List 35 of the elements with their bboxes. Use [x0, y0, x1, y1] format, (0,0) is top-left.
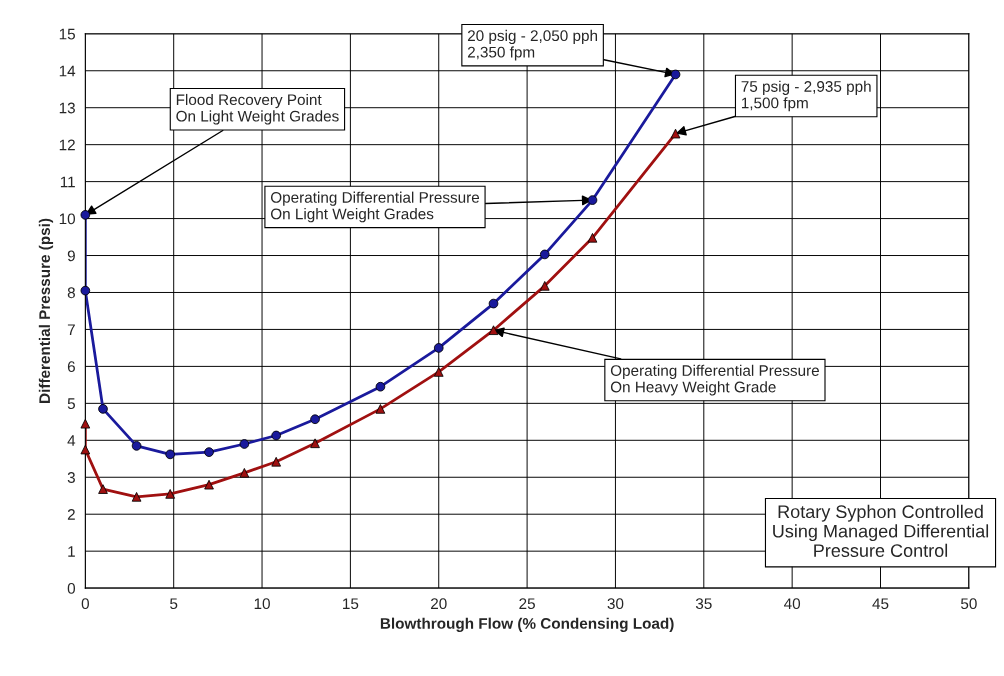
x-tick-label: 5: [170, 598, 178, 610]
y-tick-label: 1: [68, 546, 75, 557]
annotation: Operating Differential Pressure On Heavy Weight Grade: [610, 364, 819, 396]
y-tick-label: 7: [67, 324, 75, 335]
y-tick-label: 5: [67, 398, 75, 410]
y-tick-label: 10: [59, 213, 76, 225]
y-tick-label: 14: [59, 65, 76, 77]
annotation: 75 psig - 2,935 pph 1,500 fpm: [741, 80, 871, 112]
y-tick-label: 2: [67, 509, 75, 520]
y-tick-label: 6: [67, 361, 75, 373]
y-tick-label: 4: [67, 435, 76, 446]
annotation: Flood Recovery Point On Light Weight Grades: [176, 93, 339, 125]
annotation: 20 psig - 2,050 pph 2,350 fpm: [467, 29, 598, 61]
x-tick-label: 15: [343, 598, 359, 610]
y-tick-label: 3: [67, 472, 75, 483]
y-tick-label: 13: [59, 102, 75, 114]
x-tick-label: 40: [784, 598, 801, 610]
x-axis-title: Blowthrough Flow (% Condensing Load): [380, 617, 674, 632]
x-tick-label: 45: [872, 598, 889, 610]
y-tick-label: 9: [67, 250, 75, 262]
annotation: Rotary Syphon Controlled Using Managed Differential Pressure Control: [773, 504, 989, 557]
x-tick-label: 50: [960, 598, 977, 610]
annotation: Operating Differential Pressure On Light Weight Grades: [270, 191, 480, 223]
x-tick-label: 0: [81, 598, 89, 610]
x-tick-label: 25: [519, 598, 535, 610]
y-tick-label: 15: [59, 28, 75, 40]
x-tick-label: 30: [607, 598, 624, 610]
x-tick-label: 35: [695, 598, 712, 610]
y-tick-label: 11: [60, 176, 75, 188]
y-tick-label: 12: [59, 139, 75, 151]
y-tick-label: 8: [67, 287, 75, 299]
x-tick-label: 20: [431, 598, 447, 610]
y-axis-title: Differential Pressure (psi): [38, 218, 54, 403]
y-tick-label: 0: [67, 582, 76, 594]
x-tick-label: 10: [254, 598, 270, 610]
